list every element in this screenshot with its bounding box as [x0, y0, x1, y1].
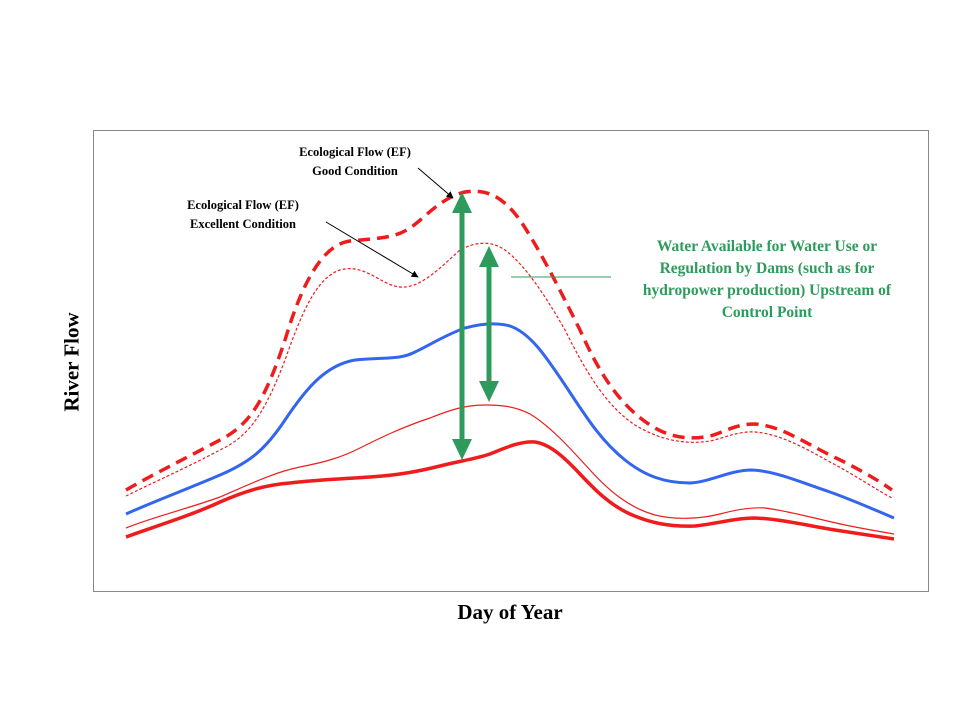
lower-flow-curve-thin [125, 404, 895, 535]
water-available-annotation: Water Available for Water Use or Regulat… [602, 236, 932, 324]
annotation-line: Ecological Flow (EF) [299, 145, 411, 159]
excellent-condition-annotation: Ecological Flow (EF) Excellent Condition [158, 196, 328, 234]
good-condition-leader-arrow [417, 167, 454, 199]
annotation-line: Good Condition [312, 164, 398, 178]
arrow-head-down [479, 381, 499, 402]
annotation-line: Water Available for Water Use or [656, 238, 878, 255]
minimum-flow-curve [125, 440, 895, 541]
annotation-line: Ecological Flow (EF) [187, 198, 299, 212]
annotation-line: Control Point [721, 304, 813, 321]
x-axis-label: Day of Year [457, 600, 563, 624]
arrow-head-down [452, 439, 472, 460]
arrow-head-up [452, 192, 472, 213]
chart-frame [93, 130, 929, 592]
water-available-arrow-large [452, 192, 472, 460]
excellent-condition-leader-arrow [325, 221, 419, 278]
water-available-arrow-small [479, 246, 499, 402]
arrow-head-up [479, 246, 499, 267]
ef-good-condition-curve [125, 189, 894, 492]
annotation-line: Excellent Condition [190, 217, 296, 231]
annotation-line: hydropower production) Upstream of [642, 282, 892, 299]
good-condition-annotation: Ecological Flow (EF) Good Condition [270, 143, 440, 181]
ef-excellent-condition-curve [125, 242, 893, 499]
natural-flow-curve [125, 322, 895, 520]
annotation-line: Regulation by Dams (such as for [659, 260, 875, 277]
